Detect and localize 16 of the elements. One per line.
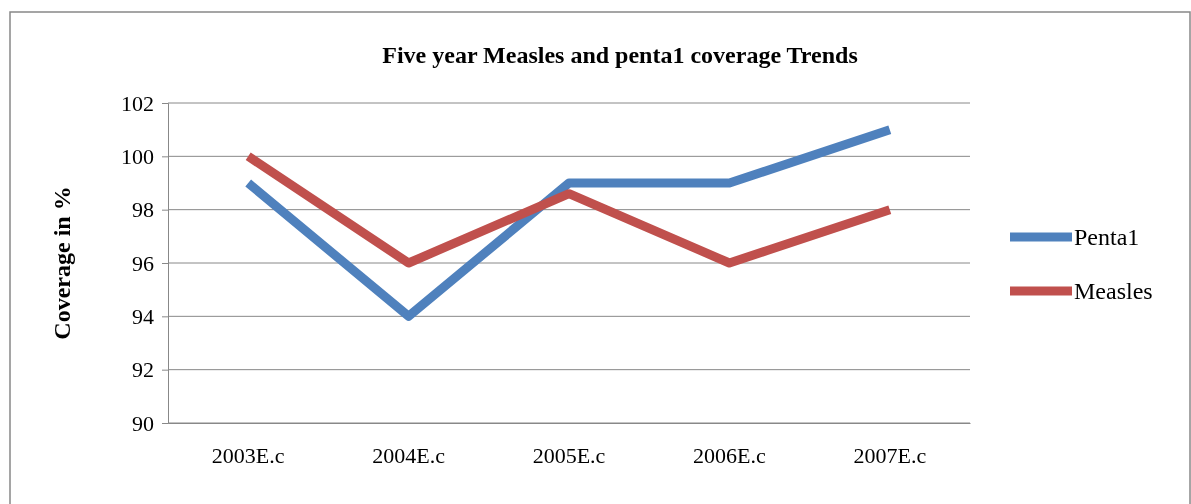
y-tick-label: 90 — [132, 410, 154, 436]
x-tick-label: 2007E.c — [853, 442, 927, 468]
y-axis-title: Coverage in % — [49, 186, 75, 340]
y-tick-label: 100 — [121, 143, 154, 169]
legend-label: Penta1 — [1074, 224, 1140, 250]
x-tick-label: 2005E.c — [532, 442, 606, 468]
legend-label: Measles — [1074, 278, 1153, 304]
x-tick-label: 2004E.c — [372, 442, 446, 468]
y-tick-label: 94 — [132, 303, 154, 329]
y-tick-label: 92 — [132, 357, 154, 383]
chart-title: Five year Measles and penta1 coverage Trends — [382, 42, 858, 68]
y-tick-label: 96 — [132, 250, 154, 276]
y-tick-label: 102 — [121, 90, 154, 116]
x-tick-label: 2003E.c — [211, 442, 285, 468]
y-tick-label: 98 — [132, 197, 154, 223]
x-tick-label: 2006E.c — [693, 442, 766, 468]
